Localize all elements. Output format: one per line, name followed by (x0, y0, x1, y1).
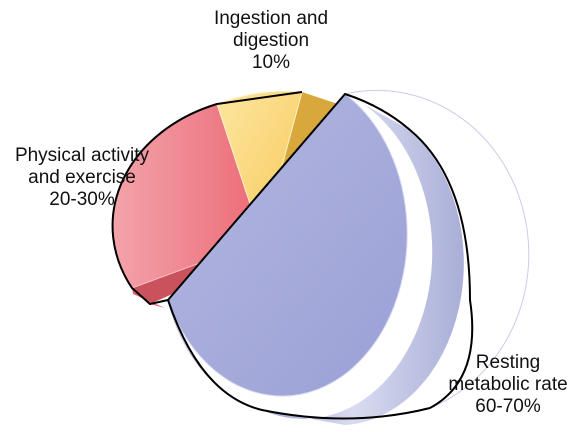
slice-label-ingestion: Ingestion and digestion 10% (196, 8, 346, 74)
slice-label-ingestion-line-1: Ingestion and (213, 8, 329, 29)
pie-outline-large (167, 93, 474, 420)
slice-label-resting-line-3: 60-70% (475, 396, 541, 417)
slice-label-physical-activity: Physical activity and exercise 20-30% (2, 145, 162, 211)
pie-outline-small (111, 91, 303, 305)
slice-label-physical-activity-line-1: Physical activity (14, 145, 150, 166)
slice-label-physical-activity-line-2: and exercise (28, 167, 136, 188)
slice-label-resting-line-2: metabolic rate (448, 374, 568, 395)
slice-label-ingestion-line-2: digestion (232, 30, 310, 51)
slice-label-physical-activity-line-3: 20-30% (49, 189, 115, 210)
slice-resting-metabolic-rate-side (262, 94, 464, 425)
slice-label-resting-line-1: Resting (475, 352, 541, 373)
slice-label-ingestion-line-3: 10% (251, 52, 291, 73)
slice-resting-metabolic-rate (167, 93, 408, 397)
slice-label-resting-metabolic-rate: Resting metabolic rate 60-70% (440, 352, 576, 418)
